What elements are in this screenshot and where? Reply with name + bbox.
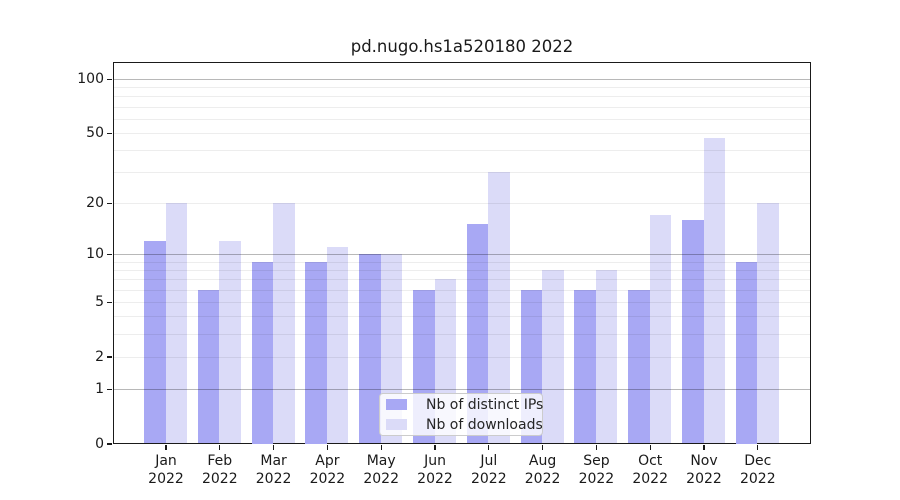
bar-nb-of-downloads-apr-2022 [326,247,349,444]
gridline-5 [114,301,810,303]
bar-nb-of-downloads-mar-2022 [273,202,295,444]
bar-nb-of-distinct-ips-jul-2022 [466,224,489,444]
y-tick-label-5: 5 [95,294,104,311]
gridline-1 [114,388,810,390]
gridline-70 [114,106,810,108]
x-tick-mark-aug-2022 [541,445,544,450]
bar-nb-of-downloads-feb-2022 [219,240,241,444]
gridline-6 [114,289,810,291]
x-tick-mark-dec-2022 [757,445,759,450]
x-tick-label-mar-2022: Mar 2022 [255,453,292,487]
bar-nb-of-distinct-ips-may-2022 [359,253,381,444]
y-tick-label-2: 2 [95,349,104,366]
gridline-90 [114,86,810,88]
x-tick-mark-jan-2022 [165,445,167,450]
legend-item-downloads: Nb of downloads [386,417,543,433]
y-tick-mark-1 [107,388,112,390]
x-tick-mark-jul-2022 [488,445,490,450]
grid-layer [114,63,810,443]
x-tick-label-jun-2022: Jun 2022 [417,453,453,487]
bar-nb-of-distinct-ips-mar-2022 [251,261,274,444]
x-tick-mark-sep-2022 [595,445,598,450]
y-tick-mark-100 [107,78,112,80]
y-tick-label-10: 10 [86,246,104,263]
y-tick-label-20: 20 [86,195,104,212]
gridline-20 [114,202,810,204]
y-tick-mark-5 [107,301,112,304]
bar-nb-of-distinct-ips-feb-2022 [197,289,220,444]
x-tick-label-apr-2022: Apr 2022 [309,453,346,487]
x-tick-mark-mar-2022 [272,445,275,450]
gridline-9 [114,261,810,263]
gridline-60 [114,118,810,120]
chart-title: pd.nugo.hs1a520180 2022 [350,37,574,56]
y-tick-mark-0 [107,443,112,445]
x-tick-mark-nov-2022 [703,445,705,450]
x-tick-label-feb-2022: Feb 2022 [201,453,238,487]
x-tick-mark-jun-2022 [434,445,436,450]
x-tick-mark-oct-2022 [649,445,651,450]
bar-nb-of-downloads-oct-2022 [649,215,672,444]
bar-nb-of-downloads-jan-2022 [165,202,187,444]
bar-nb-of-downloads-nov-2022 [703,137,725,444]
x-tick-mark-feb-2022 [219,445,221,450]
bar-nb-of-distinct-ips-dec-2022 [735,261,758,444]
x-tick-label-oct-2022: Oct 2022 [632,453,668,487]
y-tick-mark-10 [107,253,112,256]
y-tick-mark-2 [107,356,112,358]
gridline-100 [114,78,810,80]
bar-nb-of-distinct-ips-jan-2022 [144,240,166,444]
bar-nb-of-distinct-ips-oct-2022 [628,289,650,444]
legend-item-distinct-ips: Nb of distinct IPs [386,397,543,413]
y-tick-label-50: 50 [86,125,104,142]
gridline-7 [114,279,810,281]
x-tick-label-jan-2022: Jan 2022 [148,453,184,487]
gridline-30 [114,172,810,174]
bar-nb-of-distinct-ips-apr-2022 [305,261,327,444]
y-tick-mark-50 [107,132,112,134]
bar-nb-of-distinct-ips-sep-2022 [574,289,596,444]
bar-nb-of-downloads-aug-2022 [542,269,564,444]
bar-nb-of-downloads-dec-2022 [757,202,779,444]
gridline-3 [114,333,810,335]
bar-nb-of-downloads-jul-2022 [488,172,510,444]
gridline-80 [114,96,810,98]
x-tick-label-sep-2022: Sep 2022 [578,453,615,487]
legend-swatch-distinct-ips-icon [386,399,407,410]
x-tick-label-jul-2022: Jul 2022 [470,453,507,487]
x-tick-label-may-2022: May 2022 [363,453,399,487]
plot-area [113,62,811,444]
gridline-8 [114,269,810,271]
x-tick-label-nov-2022: Nov 2022 [686,453,722,487]
x-tick-label-aug-2022: Aug 2022 [524,453,561,487]
gridline-50 [114,132,810,134]
x-tick-label-dec-2022: Dec 2022 [739,453,776,487]
y-tick-label-1: 1 [95,381,104,398]
legend: Nb of distinct IPs Nb of downloads [379,393,543,436]
y-tick-label-0: 0 [95,436,104,452]
bar-nb-of-distinct-ips-nov-2022 [682,219,704,444]
legend-label-distinct-ips: Nb of distinct IPs [426,396,544,413]
gridline-2 [114,356,810,358]
gridline-10 [114,253,810,255]
x-tick-mark-may-2022 [380,445,382,450]
x-tick-mark-apr-2022 [326,445,329,450]
y-tick-mark-20 [107,202,112,205]
bar-nb-of-downloads-sep-2022 [595,269,618,444]
legend-swatch-downloads-icon [386,419,407,430]
y-tick-label-100: 100 [77,71,104,88]
legend-label-downloads: Nb of downloads [426,416,543,433]
gridline-40 [114,149,810,151]
gridline-4 [114,316,810,318]
